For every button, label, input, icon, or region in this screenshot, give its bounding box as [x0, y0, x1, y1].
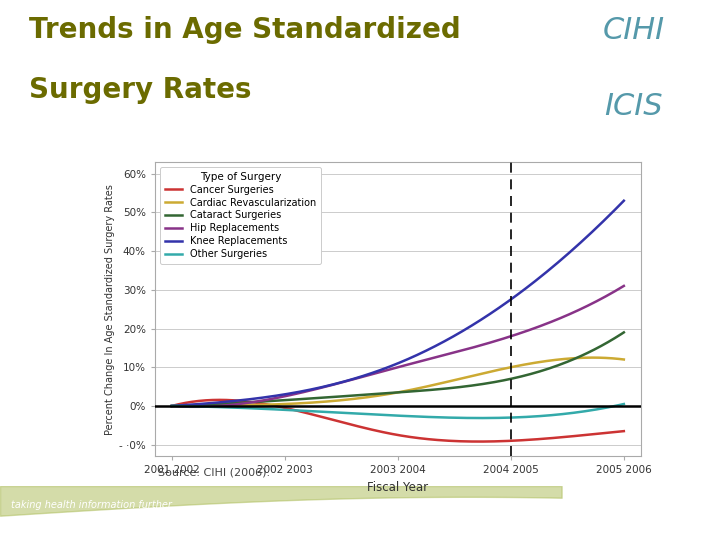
- Text: A l'avant-garde de l'information sur la santé: A l'avant-garde de l'information sur la …: [12, 521, 227, 532]
- Text: Source: CIHI (2006).: Source: CIHI (2006).: [158, 468, 271, 478]
- Text: ICIS: ICIS: [604, 92, 663, 121]
- Y-axis label: Percent Change In Age Standardized Surgery Rates: Percent Change In Age Standardized Surge…: [105, 184, 115, 435]
- Legend: Cancer Surgeries, Cardiac Revascularization, Cataract Surgeries, Hip Replacement: Cancer Surgeries, Cardiac Revascularizat…: [160, 167, 321, 264]
- Text: CIHI: CIHI: [603, 16, 665, 45]
- Text: Trends in Age Standardized: Trends in Age Standardized: [29, 16, 461, 44]
- Text: taking health information further: taking health information further: [12, 500, 172, 510]
- Text: Surgery Rates: Surgery Rates: [29, 76, 251, 104]
- X-axis label: Fiscal Year: Fiscal Year: [367, 481, 428, 494]
